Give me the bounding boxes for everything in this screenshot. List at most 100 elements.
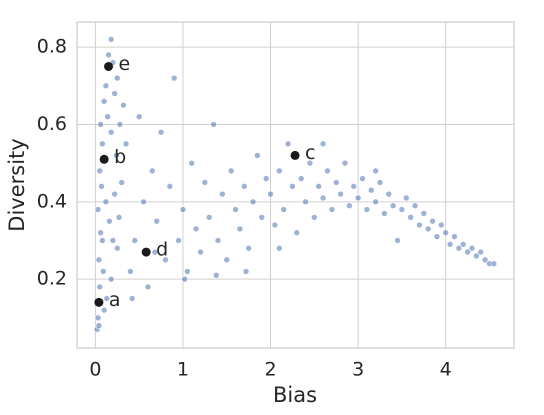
- point: [100, 306, 108, 314]
- point: [111, 90, 118, 97]
- annotated-point: [141, 247, 151, 257]
- point: [107, 275, 115, 283]
- point: [442, 229, 449, 237]
- point: [94, 314, 102, 322]
- point: [104, 113, 111, 121]
- point: [319, 194, 327, 202]
- point: [242, 268, 250, 275]
- annotation-label: d: [156, 239, 168, 261]
- point: [297, 175, 305, 182]
- point: [376, 179, 384, 186]
- point: [227, 167, 235, 175]
- point: [128, 295, 136, 302]
- point: [120, 101, 127, 109]
- point: [411, 202, 419, 209]
- point: [464, 248, 471, 256]
- point: [113, 152, 120, 159]
- point: [240, 183, 248, 190]
- point: [367, 186, 375, 194]
- point: [179, 206, 187, 213]
- point: [107, 36, 115, 43]
- annotation-label: e: [119, 53, 131, 75]
- point: [212, 271, 220, 279]
- annotated-point: [290, 150, 300, 160]
- point: [363, 206, 371, 213]
- point: [293, 229, 301, 237]
- y-axis-label: Diversity: [5, 138, 29, 231]
- point: [102, 82, 110, 90]
- point: [99, 237, 106, 244]
- point: [350, 183, 358, 190]
- y-tick-label: 0.2: [37, 268, 67, 290]
- point: [372, 167, 379, 175]
- annotated-point: [94, 297, 104, 307]
- point: [324, 167, 331, 175]
- point: [175, 237, 182, 244]
- point: [254, 152, 261, 159]
- point: [271, 221, 279, 229]
- point: [223, 256, 231, 264]
- point: [311, 213, 318, 221]
- point: [116, 121, 124, 128]
- point: [181, 275, 189, 283]
- point: [118, 179, 125, 186]
- point: [99, 140, 106, 148]
- point: [106, 217, 113, 225]
- point: [210, 121, 217, 128]
- plot-frame: [76, 21, 515, 349]
- point: [151, 248, 159, 256]
- point: [109, 237, 117, 244]
- point: [275, 244, 283, 252]
- point: [135, 113, 143, 121]
- point: [197, 248, 204, 256]
- point: [433, 233, 441, 240]
- point: [232, 206, 239, 213]
- point: [306, 159, 314, 167]
- point: [359, 175, 366, 182]
- point: [315, 183, 323, 190]
- point: [219, 190, 226, 198]
- point: [302, 198, 309, 206]
- x-tick-label: 4: [440, 359, 452, 381]
- annotated-point: [104, 61, 114, 71]
- point: [394, 237, 401, 244]
- point: [280, 206, 287, 213]
- annotation-label: a: [109, 289, 121, 311]
- point: [262, 175, 270, 182]
- point: [438, 221, 445, 229]
- point: [424, 225, 432, 233]
- point: [201, 179, 209, 186]
- point: [473, 252, 480, 260]
- point: [284, 140, 292, 148]
- x-tick-label: 2: [264, 359, 276, 381]
- point: [162, 256, 169, 264]
- point: [157, 128, 165, 136]
- point: [319, 140, 327, 148]
- annotated-point: [99, 154, 109, 164]
- point: [127, 268, 134, 275]
- y-tick-label: 0.6: [37, 113, 67, 135]
- point: [455, 244, 463, 252]
- point: [122, 140, 130, 148]
- point: [97, 121, 104, 128]
- point: [328, 206, 336, 213]
- point: [166, 183, 174, 190]
- point: [107, 128, 115, 136]
- x-axis-label: Bias: [273, 383, 317, 407]
- x-tick-label: 3: [352, 359, 364, 381]
- point: [407, 213, 414, 221]
- point: [192, 225, 200, 233]
- point: [105, 51, 112, 59]
- point: [398, 206, 406, 213]
- point: [332, 179, 340, 186]
- point: [111, 190, 118, 198]
- point: [337, 190, 344, 198]
- point: [490, 260, 498, 267]
- point: [113, 244, 121, 252]
- y-tick-label: 0.8: [37, 36, 67, 58]
- point: [341, 159, 349, 167]
- point: [372, 198, 379, 206]
- point: [103, 295, 111, 302]
- point: [477, 248, 485, 256]
